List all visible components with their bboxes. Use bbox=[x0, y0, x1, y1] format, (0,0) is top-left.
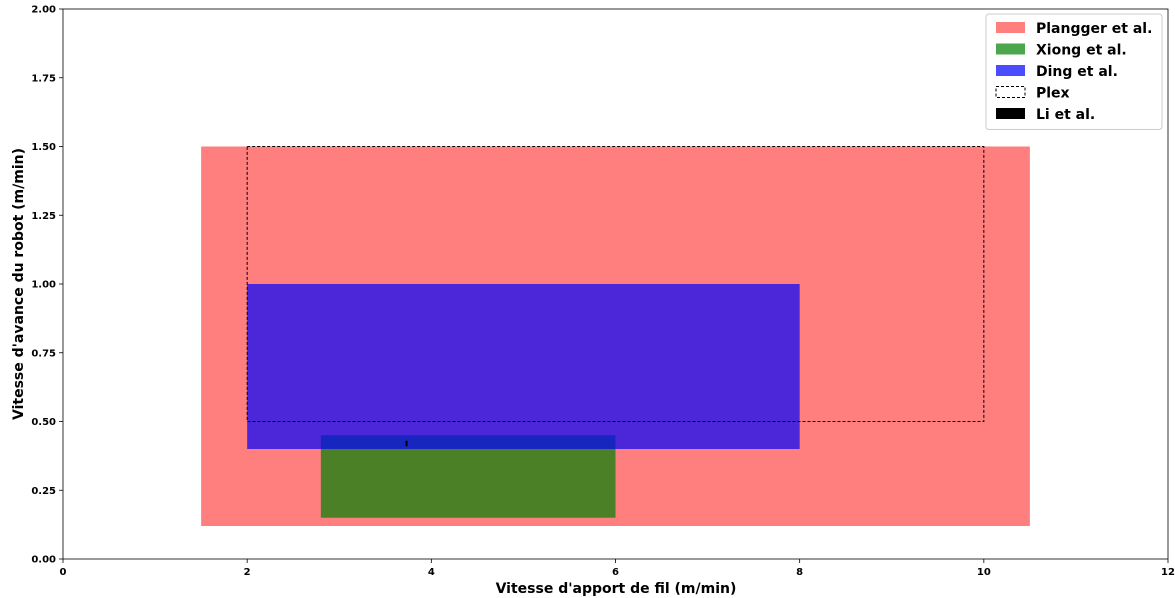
x-tick-label: 4 bbox=[428, 567, 435, 578]
x-tick-label: 0 bbox=[60, 567, 67, 578]
region-ding-et-al bbox=[247, 284, 800, 449]
x-tick-label: 8 bbox=[796, 567, 803, 578]
x-tick-label: 12 bbox=[1161, 567, 1175, 578]
legend: Plangger et al. Xiong et al. Ding et al. Pl… bbox=[985, 13, 1163, 130]
axes: 0 2 4 6 8 10 12 0.00 0.25 0.50 0.75 1.00 1.25 1.50 1.7… bbox=[31, 5, 1175, 579]
legend-box bbox=[985, 13, 1163, 130]
legend-label-xiong-et-al: Xiong et al. bbox=[1036, 43, 1127, 59]
y-tick-label: 0.75 bbox=[31, 348, 56, 359]
legend-swatch-ding-et-al bbox=[996, 65, 1025, 76]
legend-label-li-et-al: Li et al. bbox=[1036, 107, 1095, 123]
legend-label-ding-et-al: Ding et al. bbox=[1036, 64, 1118, 80]
x-axis-label: Vitesse d'apport de fil (m/min) bbox=[496, 581, 737, 597]
y-axis-label: Vitesse d'avance du robot (m/min) bbox=[11, 148, 27, 420]
regions bbox=[201, 146, 1030, 526]
legend-label-plex: Plex bbox=[1036, 86, 1070, 102]
region-li-et-al bbox=[405, 440, 408, 447]
x-tick-label: 10 bbox=[977, 567, 991, 578]
y-tick-label: 2.00 bbox=[31, 5, 56, 16]
region-plex bbox=[246, 146, 985, 422]
y-tick-label: 1.50 bbox=[31, 142, 56, 153]
legend-label-plangger-et-al: Plangger et al. bbox=[1036, 21, 1152, 37]
y-tick-label: 1.75 bbox=[31, 73, 56, 84]
legend-swatch-plangger-et-al bbox=[996, 22, 1025, 33]
y-tick-label: 1.25 bbox=[31, 211, 56, 222]
x-tick-label: 2 bbox=[244, 567, 251, 578]
x-tick-label: 6 bbox=[612, 567, 619, 578]
legend-swatch-li-et-al bbox=[996, 108, 1025, 119]
y-tick-label: 0.00 bbox=[31, 555, 56, 566]
legend-swatch-xiong-et-al bbox=[996, 43, 1025, 55]
y-tick-label: 0.25 bbox=[31, 486, 56, 497]
y-tick-label: 1.00 bbox=[31, 280, 56, 291]
y-tick-label: 0.50 bbox=[31, 417, 56, 428]
